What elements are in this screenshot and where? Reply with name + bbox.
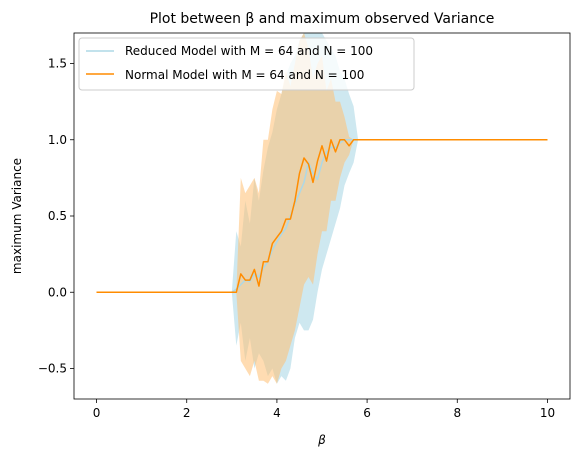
y-tick-label: 0.0	[48, 285, 67, 299]
x-tick-label: 0	[93, 406, 101, 420]
x-tick-label: 6	[363, 406, 371, 420]
legend-label-reduced-model: Reduced Model with M = 64 and N = 100	[125, 44, 373, 58]
x-tick-label: 8	[453, 406, 461, 420]
y-tick-label: 1.0	[48, 133, 67, 147]
chart-title: Plot between β and maximum observed Vari…	[150, 11, 495, 27]
confidence-bands	[96, 33, 548, 384]
x-tick-label: 10	[540, 406, 555, 420]
x-tick-label: 4	[273, 406, 281, 420]
series-lines	[96, 139, 548, 294]
confidence-band-normal-model	[96, 33, 548, 384]
legend: Reduced Model with M = 64 and N = 100 No…	[78, 37, 415, 91]
legend-frame	[78, 37, 415, 91]
y-tick-label: −0.5	[38, 362, 67, 376]
x-tick-label: 2	[183, 406, 191, 420]
series-line-normal-model	[96, 139, 548, 294]
y-tick-label: 1.5	[48, 57, 67, 71]
y-axis-label: maximum Variance	[10, 158, 24, 274]
x-axis-ticks: 0 2 4 6 8 10	[93, 399, 555, 420]
y-tick-label: 0.5	[48, 209, 67, 223]
x-axis-label: β	[317, 433, 326, 447]
legend-label-normal-model: Normal Model with M = 64 and N = 100	[125, 68, 364, 82]
y-axis-ticks: −0.5 0.0 0.5 1.0 1.5	[38, 57, 74, 376]
